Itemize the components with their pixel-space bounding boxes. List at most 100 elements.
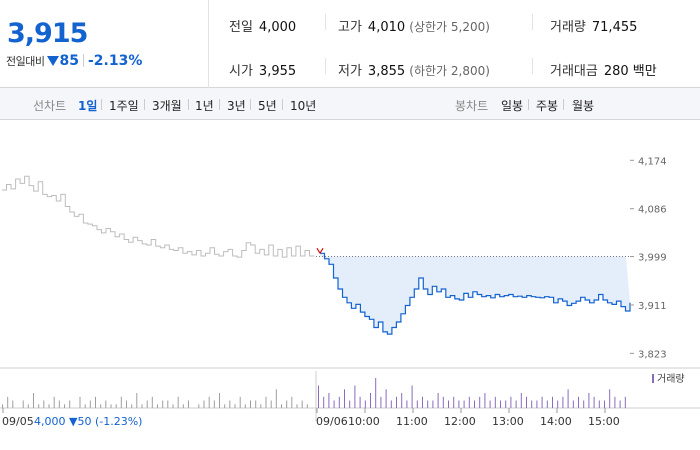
change-rate: -2.13% — [87, 53, 143, 69]
volume-bar — [479, 396, 481, 409]
today-fill-area — [320, 253, 630, 335]
volume-bar — [126, 400, 127, 408]
volume-bar — [146, 400, 148, 408]
volume-bar — [401, 393, 403, 408]
volume-label: 거래량 — [550, 20, 586, 35]
y-tick-label: 3,911 — [638, 301, 667, 312]
volume-bar — [33, 393, 34, 408]
volume-bar — [323, 396, 325, 409]
divider — [563, 99, 564, 110]
divider — [250, 99, 251, 110]
volume-bar — [110, 404, 112, 409]
x-tick-label: 10:00 — [348, 415, 380, 428]
volume-bar — [208, 396, 210, 409]
volume-bar — [338, 396, 340, 409]
volume-bar — [95, 396, 96, 409]
tab-10year[interactable]: 10년 — [290, 99, 317, 113]
volume-bar — [270, 400, 272, 408]
marker-stroke — [316, 247, 321, 254]
volume-bar — [546, 400, 548, 408]
price-chart-svg: 4,174 4,086 3,999 3,911 3,823 거래량 09/05 09/06… — [0, 156, 700, 428]
volume-legend-label: 거래량 — [657, 373, 685, 385]
volume-bar — [375, 378, 377, 408]
trade-amount-label: 거래대금 — [550, 64, 598, 79]
change-label: 전일대비 — [6, 55, 45, 68]
high-price: 고가 4,010 (상한가 5,200) — [338, 16, 490, 35]
volume-bar — [416, 400, 418, 408]
prev-day-annotation: 4,000 ▼50 (-1.23%) — [34, 415, 142, 428]
prev-close-value: 4,000 — [258, 20, 297, 35]
today-line — [320, 252, 631, 335]
low-price: 저가 3,855 (하한가 2,800) — [338, 60, 490, 79]
volume-bar — [260, 404, 262, 409]
volume-bar — [167, 400, 169, 408]
volume-bar — [349, 400, 351, 408]
tab-1year[interactable]: 1년 — [195, 99, 214, 113]
volume-bar — [255, 400, 257, 408]
tab-3month[interactable]: 3개월 — [152, 99, 182, 113]
x-tick-label: 09/06 — [316, 415, 348, 428]
volume-bar — [100, 404, 102, 409]
marker-stroke — [319, 247, 324, 254]
volume-bar — [182, 404, 184, 409]
volume-bar — [58, 400, 60, 408]
tab-weekly-candle[interactable]: 주봉 — [536, 99, 559, 113]
divider — [82, 54, 84, 67]
open-label: 시가 — [229, 64, 253, 79]
volume-bar — [567, 389, 569, 409]
volume-bar — [328, 393, 330, 408]
volume-bar — [505, 400, 507, 408]
prev-close: 전일 4,000 — [229, 16, 296, 35]
volume-bar — [474, 400, 475, 408]
divider — [532, 58, 533, 74]
volume-bar — [557, 400, 559, 408]
chart-tab-bar: 선차트 1일 1주일 3개월 1년 3년 5년 10년 봉차트 일봉 주봉 월봉 — [0, 88, 700, 120]
tab-3year[interactable]: 3년 — [227, 99, 246, 113]
open-marker — [316, 247, 324, 254]
trade-amount-value: 280 백만 — [603, 64, 657, 79]
volume-bar — [614, 396, 616, 409]
high-label: 고가 — [338, 20, 362, 35]
tab-daily-candle[interactable]: 일봉 — [501, 99, 524, 113]
volume-bar — [619, 400, 621, 408]
volume-bar — [598, 400, 600, 408]
volume-bar — [296, 404, 298, 409]
y-tick-label: 4,174 — [638, 156, 667, 167]
volume-bar — [385, 389, 387, 409]
volume-bar — [234, 404, 236, 409]
y-tick-label: 3,823 — [638, 349, 667, 360]
volume-bar — [27, 404, 29, 409]
volume-bar — [318, 385, 319, 408]
tab-1day[interactable]: 1일 — [78, 99, 98, 113]
volume-bar — [301, 400, 303, 408]
volume-bar — [453, 396, 455, 409]
line-chart-label: 선차트 — [33, 99, 67, 113]
volume-legend-swatch — [652, 374, 654, 383]
x-tick-label: 12:00 — [444, 415, 476, 428]
candle-chart-label: 봉차트 — [455, 99, 489, 113]
volume-bar — [396, 396, 397, 409]
price-chart[interactable]: 4,174 4,086 3,999 3,911 3,823 거래량 09/05 09/06… — [0, 121, 700, 450]
volume-bar — [172, 404, 174, 409]
volume-bar — [463, 400, 465, 408]
quote-summary: 3,915 전일대비 85 -2.13% 전일 4,000 시가 3,955 고가 4,0… — [0, 0, 700, 88]
divider — [144, 99, 145, 110]
lower-limit: (하한가 2,800) — [409, 64, 490, 78]
volume: 거래량 71,455 — [550, 16, 637, 35]
volume-bar — [12, 400, 14, 408]
tab-1week[interactable]: 1주일 — [109, 99, 139, 113]
volume-bar — [390, 400, 392, 408]
tab-5year[interactable]: 5년 — [258, 99, 277, 113]
tab-monthly-candle[interactable]: 월봉 — [572, 99, 595, 113]
upper-limit: (상한가 5,200) — [409, 20, 490, 34]
divider — [101, 99, 102, 110]
prev-day-line — [2, 175, 315, 258]
quote-details: 전일 4,000 시가 3,955 고가 4,010 (상한가 5,200) 저가 3,… — [210, 0, 700, 88]
divider — [325, 14, 326, 30]
volume-bar — [494, 396, 496, 409]
volume-bar — [500, 400, 501, 408]
volume-bar — [239, 396, 241, 409]
volume-bar — [344, 389, 345, 409]
volume-bar — [359, 396, 361, 409]
volume-bar — [115, 404, 117, 409]
